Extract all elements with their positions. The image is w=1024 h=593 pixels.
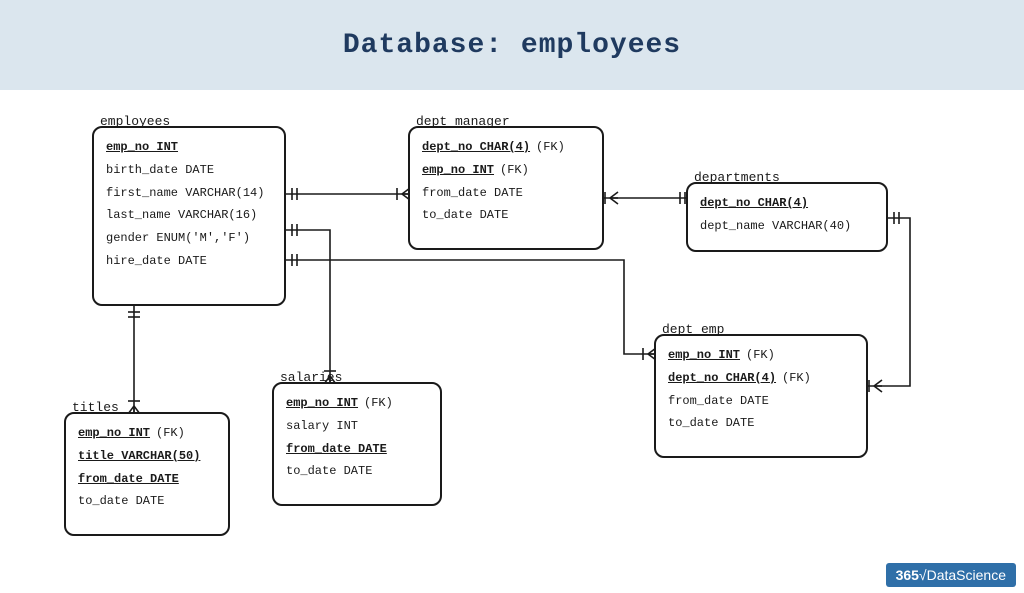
field: gender ENUM('M','F') <box>106 227 272 250</box>
entity-title: salaries <box>280 366 342 391</box>
fk-label: (FK) <box>364 396 393 410</box>
entity-employees: employeesemp_no INTbirth_date DATEfirst_… <box>92 126 286 306</box>
field: from_date DATE <box>668 390 854 413</box>
entity-title: titles <box>72 396 119 421</box>
entity-title: employees <box>100 110 170 135</box>
field-name: emp_no INT <box>78 426 150 440</box>
field: dept_no CHAR(4) (FK) <box>668 367 854 390</box>
entity-departments: departmentsdept_no CHAR(4)dept_name VARC… <box>686 182 888 252</box>
field-name: to_date DATE <box>286 464 372 478</box>
field-name: emp_no INT <box>422 163 494 177</box>
entity-titles: titlesemp_no INT(FK)title VARCHAR(50)fro… <box>64 412 230 536</box>
field: emp_no INT <box>106 136 272 159</box>
field: from_date DATE <box>286 438 428 461</box>
brand-part-a: 365 <box>896 567 919 583</box>
field-name: title VARCHAR(50) <box>78 449 200 463</box>
field: hire_date DATE <box>106 250 272 273</box>
brand-part-b: √ <box>919 567 927 583</box>
field-name: first_name VARCHAR(14) <box>106 186 264 200</box>
field: from_date DATE <box>422 182 590 205</box>
page-title: Database: employees <box>343 30 681 61</box>
entity-title: dept_manager <box>416 110 510 135</box>
field-name: from_date DATE <box>422 186 523 200</box>
field-name: to_date DATE <box>668 416 754 430</box>
entity-dept_emp: dept_empemp_no INT(FK)dept_no CHAR(4)(FK… <box>654 334 868 458</box>
field-name: gender ENUM('M','F') <box>106 231 250 245</box>
field: title VARCHAR(50) <box>78 445 216 468</box>
entity-dept_manager: dept_managerdept_no CHAR(4)(FK)emp_no IN… <box>408 126 604 250</box>
field-name: from_date DATE <box>668 394 769 408</box>
field-name: last_name VARCHAR(16) <box>106 208 257 222</box>
field: birth_date DATE <box>106 159 272 182</box>
entity-title: departments <box>694 166 780 191</box>
field-name: from_date DATE <box>286 442 387 456</box>
field: to_date DATE <box>286 460 428 483</box>
fk-label: (FK) <box>746 348 775 362</box>
field-name: emp_no INT <box>668 348 740 362</box>
field-name: birth_date DATE <box>106 163 214 177</box>
field: to_date DATE <box>668 412 854 435</box>
entity-salaries: salariesemp_no INT(FK)salary INTfrom_dat… <box>272 382 442 506</box>
field: dept_no CHAR(4) <box>700 192 874 215</box>
field-name: dept_no CHAR(4) <box>668 371 776 385</box>
field: to_date DATE <box>422 204 590 227</box>
field-name: emp_no INT <box>106 140 178 154</box>
field-name: from_date DATE <box>78 472 179 486</box>
erd-canvas: employees emp_no INT birth_date DATE first_… <box>0 90 1024 593</box>
field: first_name VARCHAR(14) <box>106 182 272 205</box>
field-name: dept_name VARCHAR(40) <box>700 219 851 233</box>
field-name: salary INT <box>286 419 358 433</box>
field: dept_no CHAR(4) (FK) <box>422 136 590 159</box>
fk-label: (FK) <box>782 371 811 385</box>
field-name: dept_no CHAR(4) <box>700 196 808 210</box>
field: salary INT <box>286 415 428 438</box>
field: to_date DATE <box>78 490 216 513</box>
fk-label: (FK) <box>536 140 565 154</box>
field-name: emp_no INT <box>286 396 358 410</box>
fk-label: (FK) <box>500 163 529 177</box>
brand-part-c: DataScience <box>927 567 1006 583</box>
field-name: to_date DATE <box>422 208 508 222</box>
field-name: hire_date DATE <box>106 254 207 268</box>
page-header: Database: employees <box>0 0 1024 90</box>
field: dept_name VARCHAR(40) <box>700 215 874 238</box>
field-name: to_date DATE <box>78 494 164 508</box>
field: emp_no INT (FK) <box>78 422 216 445</box>
field: emp_no INT (FK) <box>668 344 854 367</box>
field: emp_no INT (FK) <box>286 392 428 415</box>
entity-title: dept_emp <box>662 318 724 343</box>
field: from_date DATE <box>78 468 216 491</box>
field: last_name VARCHAR(16) <box>106 204 272 227</box>
field: emp_no INT (FK) <box>422 159 590 182</box>
brand-badge: 365√DataScience <box>886 563 1016 587</box>
fk-label: (FK) <box>156 426 185 440</box>
field-name: dept_no CHAR(4) <box>422 140 530 154</box>
